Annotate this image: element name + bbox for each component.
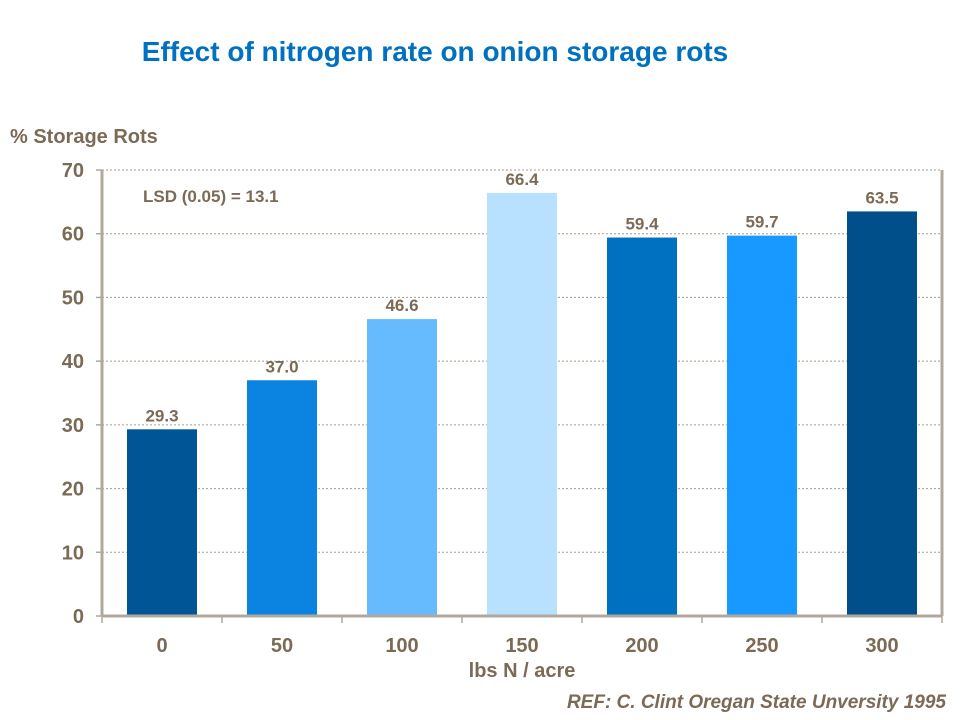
x-tick-label: 250	[745, 635, 778, 657]
y-tick-label: 40	[62, 351, 84, 373]
y-tick-label: 50	[62, 287, 84, 309]
x-tick-label: 200	[625, 635, 658, 657]
y-tick-label: 60	[62, 224, 84, 246]
x-tick-label: 0	[156, 635, 167, 657]
data-label: 46.6	[385, 296, 418, 315]
lsd-annotation: LSD (0.05) = 13.1	[143, 187, 279, 206]
data-label: 63.5	[865, 188, 898, 207]
x-tick-label: 150	[505, 635, 538, 657]
bar	[487, 192, 557, 617]
reference-note: REF: C. Clint Oregan State Unversity 199…	[566, 692, 946, 713]
bar	[367, 319, 437, 616]
chart-title: Effect of nitrogen rate on onion storage…	[141, 36, 729, 67]
y-tick-label: 0	[73, 606, 84, 628]
y-tick-label: 10	[62, 542, 84, 564]
data-label: 29.3	[145, 406, 178, 425]
bar	[727, 235, 797, 616]
data-label: 37.0	[265, 357, 298, 376]
x-axis-label: lbs N / acre	[468, 660, 576, 682]
y-tick-label: 30	[62, 415, 84, 437]
bar	[847, 211, 917, 616]
data-label: 66.4	[505, 170, 539, 189]
bar	[247, 380, 317, 616]
bar	[127, 429, 197, 616]
y-axis-label: % Storage Rots	[10, 126, 158, 148]
bar	[607, 237, 677, 616]
y-tick-label: 70	[62, 160, 84, 182]
x-tick-label: 50	[271, 635, 293, 657]
x-tick-label: 300	[865, 635, 898, 657]
y-tick-label: 20	[62, 479, 84, 501]
data-label: 59.7	[745, 213, 778, 232]
data-label: 59.4	[625, 215, 659, 234]
x-tick-label: 100	[385, 635, 418, 657]
